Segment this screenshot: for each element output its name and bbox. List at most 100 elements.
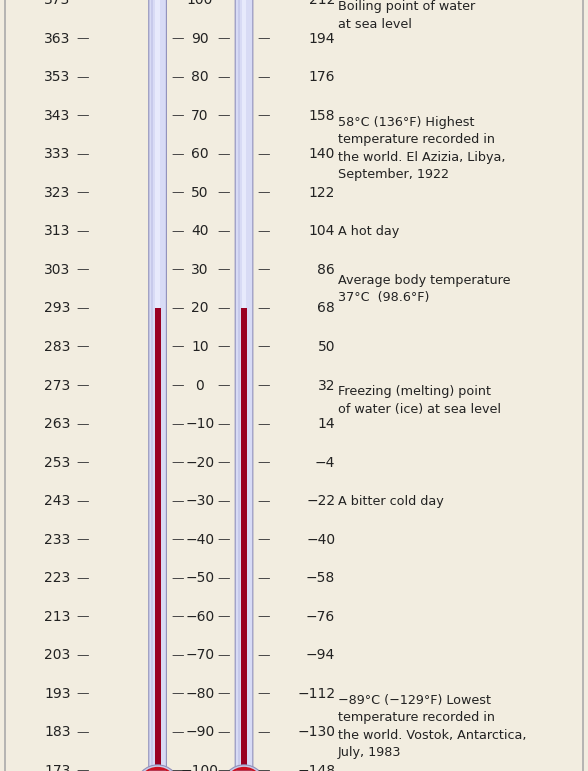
Text: —: — bbox=[218, 534, 230, 546]
Text: 263: 263 bbox=[44, 417, 71, 431]
Text: —: — bbox=[218, 456, 230, 469]
Text: 158: 158 bbox=[309, 109, 335, 123]
Text: —: — bbox=[218, 418, 230, 430]
Text: —: — bbox=[171, 765, 184, 771]
Text: 273: 273 bbox=[44, 379, 71, 392]
Text: —: — bbox=[258, 302, 270, 315]
Text: —: — bbox=[171, 649, 184, 662]
Text: —: — bbox=[218, 688, 230, 700]
Text: —: — bbox=[171, 572, 184, 584]
Text: —: — bbox=[171, 187, 184, 199]
Text: —: — bbox=[258, 649, 270, 662]
Text: 293: 293 bbox=[44, 301, 71, 315]
Text: —: — bbox=[258, 611, 270, 623]
Text: −80: −80 bbox=[185, 687, 215, 701]
Text: —: — bbox=[171, 109, 184, 122]
Text: —: — bbox=[258, 456, 270, 469]
Text: —: — bbox=[258, 32, 270, 45]
Text: —: — bbox=[218, 611, 230, 623]
Text: −100: −100 bbox=[181, 764, 219, 771]
Text: —: — bbox=[258, 264, 270, 276]
Text: Freezing (melting) point
of water (ice) at sea level: Freezing (melting) point of water (ice) … bbox=[338, 386, 501, 416]
Text: 140: 140 bbox=[309, 147, 335, 161]
Text: —: — bbox=[218, 264, 230, 276]
Text: 183: 183 bbox=[44, 726, 71, 739]
Text: 58°C (136°F) Highest
temperature recorded in
the world. El Azizia, Libya,
Septem: 58°C (136°F) Highest temperature recorde… bbox=[338, 116, 506, 181]
Text: —: — bbox=[76, 649, 89, 662]
Text: —: — bbox=[258, 109, 270, 122]
Text: —: — bbox=[171, 379, 184, 392]
Text: —: — bbox=[218, 495, 230, 507]
Text: —: — bbox=[218, 302, 230, 315]
Text: 86: 86 bbox=[318, 263, 335, 277]
Text: −40: −40 bbox=[185, 533, 215, 547]
Text: −22: −22 bbox=[306, 494, 335, 508]
Text: —: — bbox=[76, 726, 89, 739]
Text: —: — bbox=[258, 726, 270, 739]
Text: —: — bbox=[258, 225, 270, 237]
Text: 90: 90 bbox=[191, 32, 209, 45]
Text: —: — bbox=[76, 148, 89, 160]
Text: 243: 243 bbox=[44, 494, 71, 508]
Ellipse shape bbox=[222, 765, 266, 771]
Text: Average body temperature
37°C  (98.6°F): Average body temperature 37°C (98.6°F) bbox=[338, 274, 510, 305]
Text: 233: 233 bbox=[44, 533, 71, 547]
Text: A hot day: A hot day bbox=[338, 225, 399, 237]
Text: 10: 10 bbox=[191, 340, 209, 354]
Text: —: — bbox=[171, 456, 184, 469]
Text: 176: 176 bbox=[309, 70, 335, 84]
Text: —: — bbox=[171, 264, 184, 276]
Text: —: — bbox=[76, 0, 89, 6]
Text: 104: 104 bbox=[309, 224, 335, 238]
Text: −90: −90 bbox=[185, 726, 215, 739]
Text: —: — bbox=[171, 534, 184, 546]
Text: —: — bbox=[258, 341, 270, 353]
Text: 193: 193 bbox=[44, 687, 71, 701]
Text: —: — bbox=[76, 495, 89, 507]
Text: —: — bbox=[76, 302, 89, 315]
Text: —: — bbox=[258, 71, 270, 83]
Text: 0: 0 bbox=[196, 379, 204, 392]
Text: —: — bbox=[171, 302, 184, 315]
Ellipse shape bbox=[224, 767, 264, 771]
Bar bbox=[241, 308, 247, 771]
Text: 20: 20 bbox=[191, 301, 209, 315]
FancyBboxPatch shape bbox=[149, 0, 166, 771]
Text: —: — bbox=[171, 148, 184, 160]
Text: —: — bbox=[76, 379, 89, 392]
Ellipse shape bbox=[136, 765, 179, 771]
FancyBboxPatch shape bbox=[235, 0, 253, 771]
Text: 173: 173 bbox=[44, 764, 71, 771]
Text: 122: 122 bbox=[309, 186, 335, 200]
Text: —: — bbox=[171, 71, 184, 83]
Text: —: — bbox=[171, 418, 184, 430]
Text: 333: 333 bbox=[44, 147, 71, 161]
Text: −112: −112 bbox=[297, 687, 335, 701]
Text: −60: −60 bbox=[185, 610, 215, 624]
Ellipse shape bbox=[138, 767, 178, 771]
Text: 60: 60 bbox=[191, 147, 209, 161]
Text: 40: 40 bbox=[191, 224, 209, 238]
Text: 353: 353 bbox=[44, 70, 71, 84]
Text: 303: 303 bbox=[44, 263, 71, 277]
Text: —: — bbox=[76, 71, 89, 83]
Text: 283: 283 bbox=[44, 340, 71, 354]
Text: —: — bbox=[218, 379, 230, 392]
Text: −4: −4 bbox=[315, 456, 335, 470]
Text: —: — bbox=[258, 379, 270, 392]
Text: —: — bbox=[76, 765, 89, 771]
Text: —: — bbox=[218, 649, 230, 662]
Text: —: — bbox=[171, 225, 184, 237]
Text: 253: 253 bbox=[44, 456, 71, 470]
Text: −130: −130 bbox=[297, 726, 335, 739]
Text: —: — bbox=[76, 611, 89, 623]
Text: 343: 343 bbox=[44, 109, 71, 123]
Text: —: — bbox=[218, 148, 230, 160]
Text: —: — bbox=[218, 341, 230, 353]
Text: —: — bbox=[171, 0, 184, 6]
Text: A bitter cold day: A bitter cold day bbox=[338, 495, 444, 507]
Text: 32: 32 bbox=[318, 379, 335, 392]
Text: —: — bbox=[76, 341, 89, 353]
Text: —: — bbox=[76, 225, 89, 237]
Text: 14: 14 bbox=[318, 417, 335, 431]
